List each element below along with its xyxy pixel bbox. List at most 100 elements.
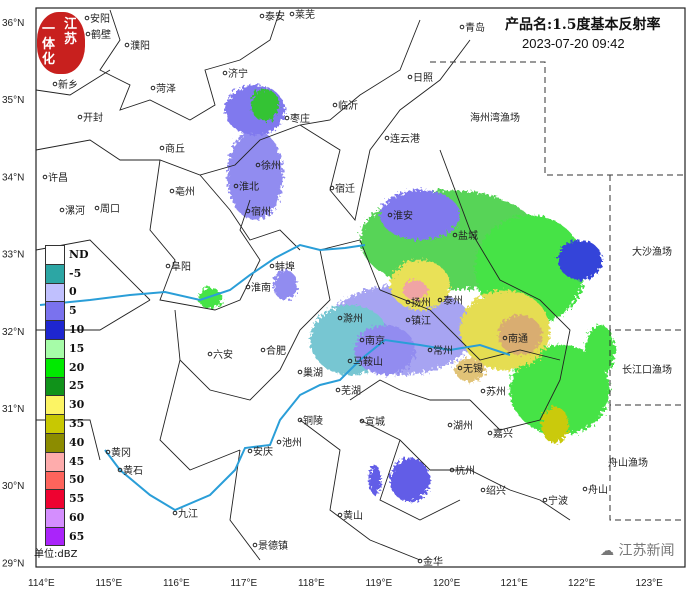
longitude-tick: 121°E [501, 578, 529, 589]
city-marker [159, 145, 165, 151]
city-marker [259, 13, 265, 19]
legend-swatch [45, 320, 65, 339]
city-marker [84, 15, 90, 21]
city-label: 九江 [178, 508, 198, 520]
latitude-tick: 36°N [2, 18, 24, 29]
legend-swatch [45, 245, 65, 264]
city-marker [359, 337, 365, 343]
legend-swatch [45, 489, 65, 509]
city-marker [542, 497, 548, 503]
timestamp: 2023-07-20 09:42 [522, 36, 625, 51]
city-marker [222, 70, 228, 76]
city-marker [260, 347, 266, 353]
city-marker [487, 430, 493, 436]
longitude-tick: 119°E [366, 578, 393, 589]
city-label: 杭州 [455, 464, 475, 477]
longitude-tick: 120°E [433, 578, 461, 589]
city-label: 宿州 [251, 205, 271, 218]
legend-swatch [45, 263, 65, 283]
legend-label: 0 [69, 285, 77, 299]
city-label: 商丘 [165, 142, 185, 155]
city-label: 南京 [365, 334, 385, 347]
city-label: 济宁 [228, 67, 248, 80]
city-marker [233, 183, 239, 189]
fishing-ground-label: 大沙渔场 [632, 245, 672, 258]
city-marker [105, 449, 111, 455]
longitude-tick: 122°E [568, 578, 596, 589]
city-marker [124, 42, 130, 48]
legend-label: 40 [69, 435, 85, 449]
city-label: 淮安 [393, 209, 413, 222]
legend-swatch [45, 301, 65, 321]
legend-item: 0 [45, 282, 89, 302]
legend-label: 35 [69, 417, 85, 431]
city-marker [117, 467, 123, 473]
city-label: 六安 [213, 348, 233, 361]
city-label: 鹤壁 [91, 28, 111, 41]
latitude-tick: 34°N [2, 172, 24, 183]
city-marker [427, 347, 433, 353]
city-marker [245, 208, 251, 214]
city-label: 莱芜 [295, 8, 315, 21]
city-label: 黄石 [123, 464, 143, 477]
city-label: 景德镇 [258, 539, 288, 552]
city-label: 芜湖 [341, 384, 361, 397]
legend-label: ND [69, 247, 89, 261]
legend-label: 55 [69, 492, 85, 506]
wechat-icon: ☁ [600, 543, 614, 559]
city-marker [359, 418, 365, 424]
city-label: 蚌埠 [275, 260, 295, 273]
city-marker [335, 387, 341, 393]
legend-label: -5 [69, 266, 82, 280]
city-label: 湖州 [453, 420, 473, 432]
city-marker [52, 81, 58, 87]
legend-swatch [45, 414, 65, 433]
legend-item: 40 [45, 432, 89, 452]
city-marker [165, 263, 171, 269]
legend-swatch [45, 470, 65, 490]
city-marker [172, 510, 178, 516]
legend-item: 5 [45, 301, 89, 321]
legend-item: 35 [45, 414, 89, 433]
legend-label: 20 [69, 360, 85, 374]
city-marker [59, 207, 65, 213]
city-label: 安庆 [253, 445, 273, 458]
city-label: 无锡 [463, 362, 483, 375]
legend-swatch [45, 357, 65, 377]
legend-label: 15 [69, 341, 85, 355]
legend-label: 5 [69, 304, 77, 318]
city-marker [437, 297, 443, 303]
legend-item: 20 [45, 357, 89, 377]
legend-item: 65 [45, 526, 89, 546]
logo: 一体化 江苏 [37, 12, 85, 74]
city-label: 镇江 [411, 314, 431, 327]
legend-label: 10 [69, 323, 85, 337]
city-marker [207, 351, 213, 357]
city-marker [337, 512, 343, 518]
legend-label: 50 [69, 473, 85, 487]
city-label: 铜陵 [303, 415, 323, 427]
city-marker [407, 74, 413, 80]
city-marker [297, 417, 303, 423]
city-label: 许昌 [48, 172, 68, 184]
legend-item: ND [45, 245, 89, 264]
legend-swatch [45, 376, 65, 396]
city-marker [405, 299, 411, 305]
city-label: 安阳 [90, 12, 110, 25]
city-label: 徐州 [261, 159, 281, 172]
longitude-tick: 116°E [163, 578, 190, 589]
product-title: 产品名:1.5度基本反射率 [505, 17, 661, 33]
city-label: 淮北 [239, 181, 259, 193]
city-marker [252, 542, 258, 548]
city-marker [85, 31, 91, 37]
city-label: 周口 [100, 203, 120, 215]
city-label: 泰安 [265, 10, 285, 23]
city-marker [405, 317, 411, 323]
city-label: 临沂 [338, 99, 358, 112]
legend-label: 65 [69, 529, 85, 543]
city-label: 菏泽 [156, 83, 176, 95]
city-label: 滁州 [343, 312, 363, 325]
city-label: 日照 [413, 72, 433, 84]
latitude-tick: 29°N [2, 558, 24, 569]
legend-swatch [45, 451, 65, 471]
